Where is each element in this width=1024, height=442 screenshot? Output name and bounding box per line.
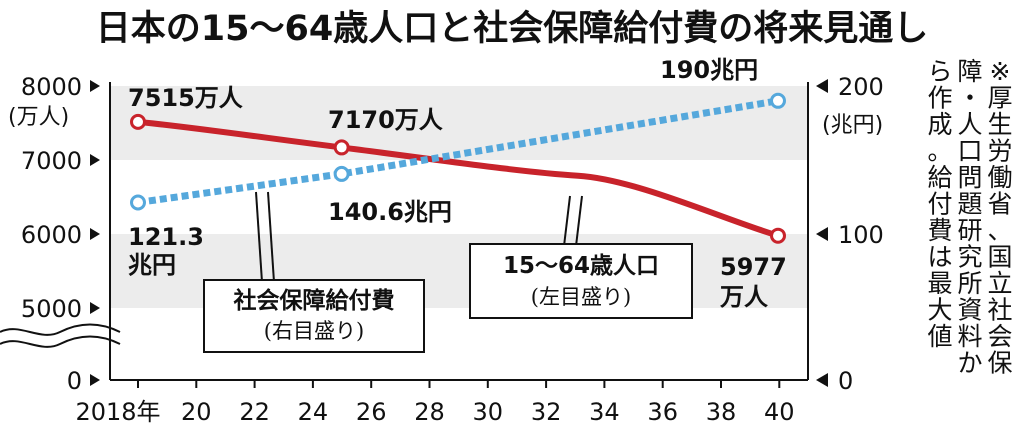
left-tick-label: 8000	[21, 73, 82, 101]
source-note-segment: 問題研究	[957, 163, 982, 272]
left-tick-arrow	[90, 374, 100, 386]
left-tick-arrow	[90, 228, 100, 240]
population-point	[770, 227, 786, 244]
x-tick-label: 22	[239, 398, 270, 426]
right-tick-label: 200	[838, 73, 884, 101]
x-tick-label: 28	[414, 398, 445, 426]
benefits-data-label: 190兆円	[660, 56, 758, 84]
chart-title: 日本の15～64歳人口と社会保障給付費の将来見通し	[96, 9, 928, 49]
grid-band	[110, 160, 808, 234]
left-axis-unit: (万人)	[8, 105, 69, 130]
population-data-label: 7170万人	[328, 106, 443, 134]
right-tick-label: 0	[838, 367, 853, 395]
benefits-callout-pointer	[267, 191, 275, 283]
benefits-point	[130, 194, 146, 211]
source-note-segment: 最大値	[927, 269, 952, 351]
series-line-population	[135, 118, 781, 239]
population-callout-pointer	[575, 195, 583, 247]
benefits-data-label: 兆円	[128, 251, 176, 279]
x-tick-label: 34	[589, 398, 620, 426]
benefits-data-label: 121.3	[128, 223, 204, 251]
benefits-callout-pointer	[255, 191, 263, 283]
population-callout-box	[469, 243, 693, 319]
source-note-segment: 国立社会保	[987, 243, 1012, 378]
benefits-point	[770, 92, 786, 109]
right-tick-arrow	[816, 373, 828, 387]
right-tick-arrow	[816, 79, 828, 93]
population-data-label: 7515万人	[128, 84, 243, 112]
source-note-segment: 所資料か	[957, 269, 982, 378]
right-tick-arrow	[816, 227, 828, 241]
x-tick-label: 30	[473, 398, 504, 426]
benefits-point	[333, 165, 350, 182]
x-tick-label: 20	[181, 398, 212, 426]
source-note-segment: ら作成。	[927, 57, 952, 166]
source-note-segment: 労働省、	[987, 137, 1012, 246]
benefits-data-label: 140.6兆円	[328, 198, 452, 226]
left-tick-label: 5000	[21, 295, 82, 323]
x-tick-label: 38	[706, 398, 737, 426]
source-note-segment: ※厚生	[987, 57, 1012, 139]
population-data-label: 万人	[720, 283, 768, 311]
axis-break-line	[0, 335, 121, 348]
x-tick-label: 26	[356, 398, 387, 426]
population-data-label: 5977	[720, 253, 787, 281]
right-axis-unit: (兆円)	[822, 113, 883, 138]
left-tick-label: 7000	[21, 147, 82, 175]
source-note-segment: 障・人口	[957, 57, 982, 166]
grid-band	[110, 86, 808, 160]
x-tick-label: 40	[764, 398, 795, 426]
left-tick-label: 6000	[21, 221, 82, 249]
grid-band	[110, 82, 808, 86]
x-tick-label: 2018年	[75, 398, 160, 426]
population-series-name: 15～64歳人口	[503, 253, 659, 279]
axis-break-line	[0, 323, 121, 336]
left-tick-label: 0	[67, 367, 82, 395]
series-line-benefits	[137, 97, 779, 206]
right-tick-label: 100	[838, 221, 884, 249]
population-callout-pointer	[563, 195, 571, 247]
benefits-axis-note: (右目盛り)	[264, 319, 364, 343]
benefits-callout-box	[203, 279, 425, 353]
population-point	[333, 139, 350, 156]
left-tick-arrow	[90, 302, 100, 314]
population-axis-note: (左目盛り)	[531, 285, 631, 309]
x-tick-label: 36	[647, 398, 678, 426]
source-note-segment: 給付費は	[927, 163, 952, 272]
source-note: ※厚生障・人口ら作成。労働省、問題研究給付費は国立社会保所資料か最大値	[927, 57, 1012, 378]
axis-break-mark	[0, 323, 121, 348]
left-tick-arrow	[90, 80, 100, 92]
population-point	[130, 113, 146, 130]
x-tick-label: 24	[298, 398, 329, 426]
left-tick-arrow	[90, 154, 100, 166]
benefits-series-name: 社会保障給付費	[234, 287, 395, 314]
x-tick-label: 32	[531, 398, 562, 426]
